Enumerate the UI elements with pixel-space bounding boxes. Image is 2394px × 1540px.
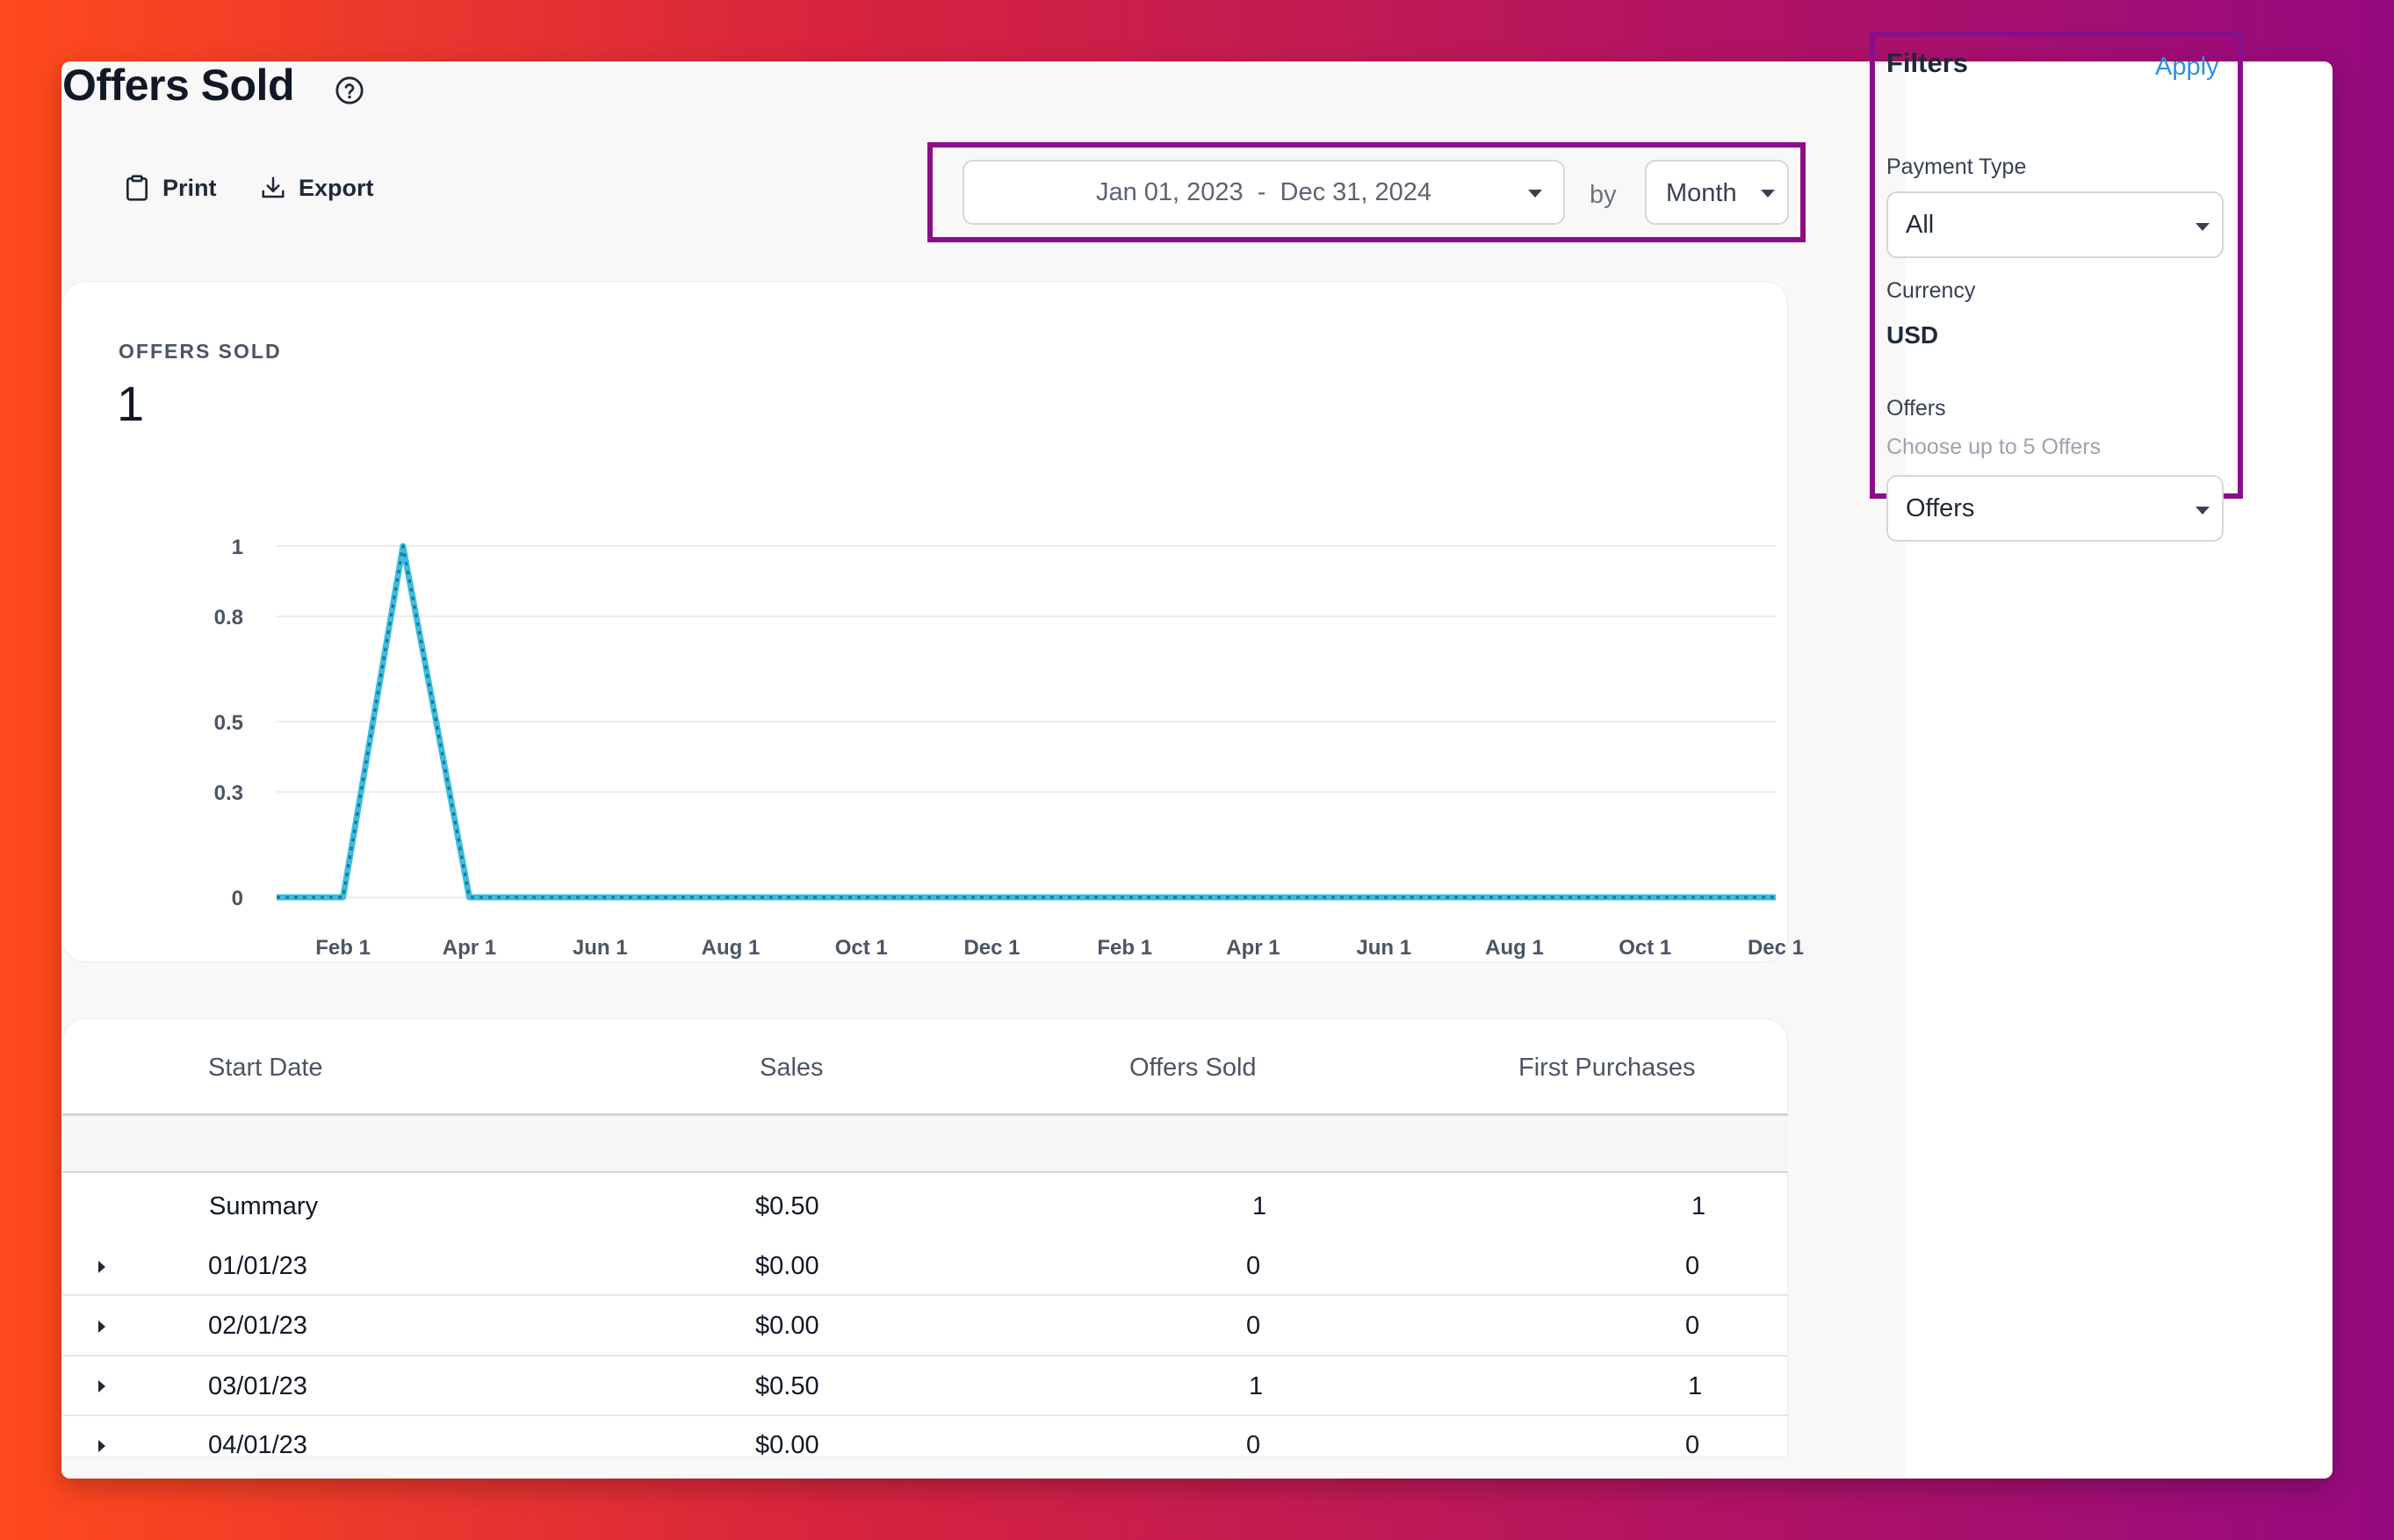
row-sales: $0.00 [755, 1252, 819, 1280]
chart-label: OFFERS SOLD [119, 340, 282, 363]
x-tick-label: Oct 1 [835, 936, 888, 960]
payment-type-label: Payment Type [1886, 155, 2027, 179]
x-tick-label: Feb 1 [1097, 936, 1152, 960]
x-tick-label: Dec 1 [963, 936, 1020, 960]
row-first-purchases: 0 [1685, 1312, 1700, 1340]
expand-row-icon[interactable] [98, 1321, 105, 1333]
row-date: 03/01/23 [208, 1372, 307, 1400]
y-tick-label: 0.8 [214, 606, 243, 630]
row-offers-sold: 0 [1246, 1252, 1261, 1280]
y-tick-label: 0.3 [214, 781, 243, 805]
row-offers-sold: 0 [1246, 1312, 1261, 1340]
row-offers-sold: 0 [1246, 1431, 1261, 1459]
chevron-down-icon [1528, 190, 1542, 198]
y-tick-label: 0.5 [214, 711, 243, 735]
offers-select[interactable]: Offers [1886, 475, 2224, 542]
row-date: 04/01/23 [208, 1431, 307, 1459]
y-tick-label: 1 [232, 536, 243, 559]
chevron-down-icon [1761, 190, 1775, 198]
chevron-down-icon [2196, 223, 2210, 231]
expand-row-icon[interactable] [98, 1440, 105, 1452]
data-table [62, 1018, 1788, 1457]
chevron-down-icon [2196, 507, 2210, 515]
header-first-purchases[interactable]: First Purchases [1518, 1054, 1696, 1082]
filters-title: Filters [1886, 47, 1969, 78]
offers-label: Offers [1886, 396, 1946, 421]
export-label: Export [299, 174, 374, 201]
date-range-select[interactable]: Jan 01, 2023 - Dec 31, 2024 [963, 160, 1565, 225]
header-sales[interactable]: Sales [760, 1054, 824, 1082]
currency-value: USD [1886, 321, 1939, 349]
summary-row [62, 1113, 1788, 1173]
row-divider [62, 1294, 1788, 1296]
chart-total: 1 [117, 376, 145, 431]
period-select[interactable]: Month [1645, 160, 1789, 225]
summary-sales: $0.50 [755, 1192, 819, 1220]
apply-button[interactable]: Apply [2155, 53, 2219, 81]
header-offers-sold[interactable]: Offers Sold [1129, 1054, 1257, 1082]
x-tick-label: Dec 1 [1748, 936, 1804, 960]
page-title: Offers Sold [62, 61, 294, 110]
date-range-value: Jan 01, 2023 - Dec 31, 2024 [1095, 177, 1432, 206]
date-range-highlight [927, 142, 1806, 242]
row-first-purchases: 0 [1685, 1431, 1700, 1459]
row-divider [62, 1355, 1788, 1356]
offers-hint: Choose up to 5 Offers [1886, 435, 2102, 459]
export-button[interactable]: Export [260, 174, 374, 202]
filters-sidebar [1906, 61, 2333, 1479]
x-tick-label: Jun 1 [1356, 936, 1411, 960]
payment-type-select[interactable]: All [1886, 191, 2224, 258]
y-tick-label: 0 [232, 887, 243, 910]
row-date: 01/01/23 [208, 1252, 307, 1280]
x-tick-label: Oct 1 [1619, 936, 1671, 960]
currency-label: Currency [1886, 278, 1976, 303]
print-button[interactable]: Print [124, 174, 217, 202]
expand-row-icon[interactable] [98, 1380, 105, 1392]
x-tick-label: Apr 1 [443, 936, 496, 960]
x-tick-label: Feb 1 [315, 936, 371, 960]
series-line-dots [277, 544, 1776, 899]
x-tick-label: Aug 1 [1485, 936, 1544, 960]
summary-offers-sold: 1 [1252, 1192, 1267, 1220]
expand-row-icon[interactable] [98, 1261, 105, 1273]
x-tick-label: Jun 1 [573, 936, 628, 960]
filters-highlight [1870, 32, 2243, 499]
help-icon[interactable] [335, 76, 364, 105]
header-start-date[interactable]: Start Date [208, 1054, 323, 1082]
print-label: Print [162, 174, 217, 201]
row-first-purchases: 0 [1685, 1252, 1700, 1280]
row-sales: $0.00 [755, 1312, 819, 1340]
clipboard-icon [126, 175, 148, 201]
offers-placeholder: Offers [1906, 494, 1975, 522]
row-date: 02/01/23 [208, 1312, 307, 1340]
period-value: Month [1666, 179, 1737, 207]
row-divider [62, 1414, 1788, 1416]
payment-type-value: All [1906, 211, 1935, 239]
summary-label: Summary [209, 1192, 319, 1220]
by-label: by [1590, 181, 1617, 209]
row-sales: $0.50 [755, 1372, 819, 1400]
row-sales: $0.00 [755, 1431, 819, 1459]
x-tick-label: Aug 1 [702, 936, 761, 960]
row-first-purchases: 1 [1688, 1372, 1703, 1400]
x-tick-label: Apr 1 [1226, 936, 1280, 960]
row-offers-sold: 1 [1249, 1372, 1264, 1400]
summary-first-purchases: 1 [1691, 1192, 1706, 1220]
download-icon [262, 176, 285, 198]
